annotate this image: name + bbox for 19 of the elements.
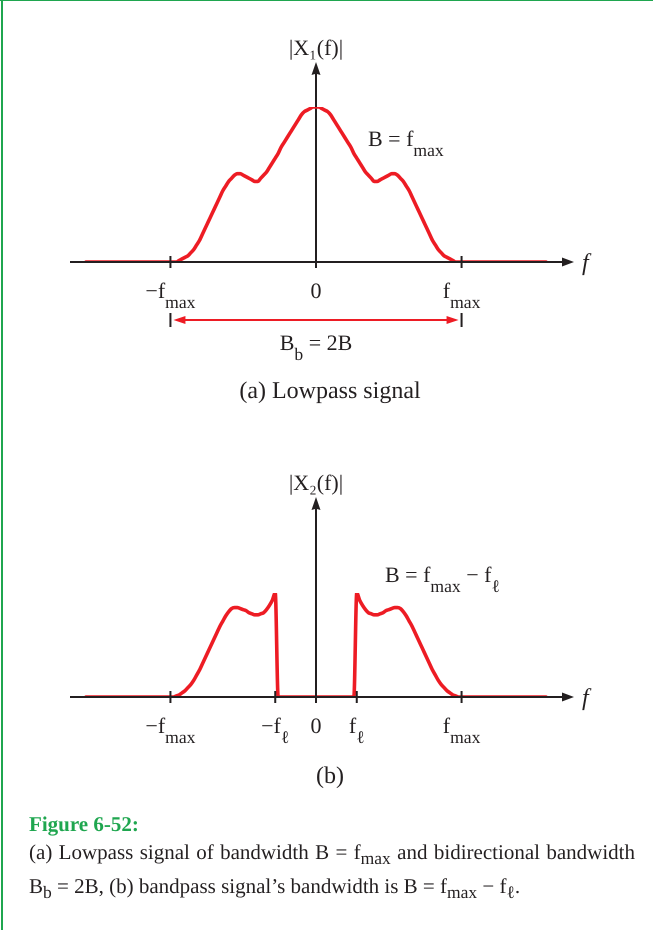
x-tick-label: −f$_{max}$ [145, 713, 196, 747]
x-tick-label: −f$_{max}$ [145, 278, 196, 312]
x-axis-title: f [582, 685, 592, 711]
text: Figure 6-52: [29, 812, 139, 836]
y-axis-title: |X₂(f)| [288, 470, 344, 495]
text: (a) Lowpass signal [239, 378, 421, 404]
y-axis-title: |X₁(f)| [288, 35, 344, 60]
x-tick-label: −f$_{ℓ}$ [261, 713, 290, 747]
text: (b) [316, 763, 344, 789]
annotation: B = f$_{max}$ [368, 126, 444, 160]
text: (a) Lowpass signal of bandwidth B = f$_{max}$ and bidirectional bandwidth B$_{b}$ = 2B, (b) bandpass signal’s bandwidth is B = f$_{max}$ − f$_{ℓ}$. [29, 840, 636, 902]
x-axis-title: f [582, 250, 592, 276]
annotation: B = f$_{max}$ − f$_{ℓ}$ [385, 562, 500, 596]
x-tick-label: 0 [310, 278, 322, 303]
text: B$_{b}$ = 2B [280, 330, 352, 364]
x-tick-label: f$_{max}$ [442, 278, 481, 312]
x-tick-label: 0 [310, 713, 322, 738]
x-tick-label: f$_{max}$ [442, 713, 481, 747]
x-tick-label: f$_{ℓ}$ [348, 713, 365, 747]
